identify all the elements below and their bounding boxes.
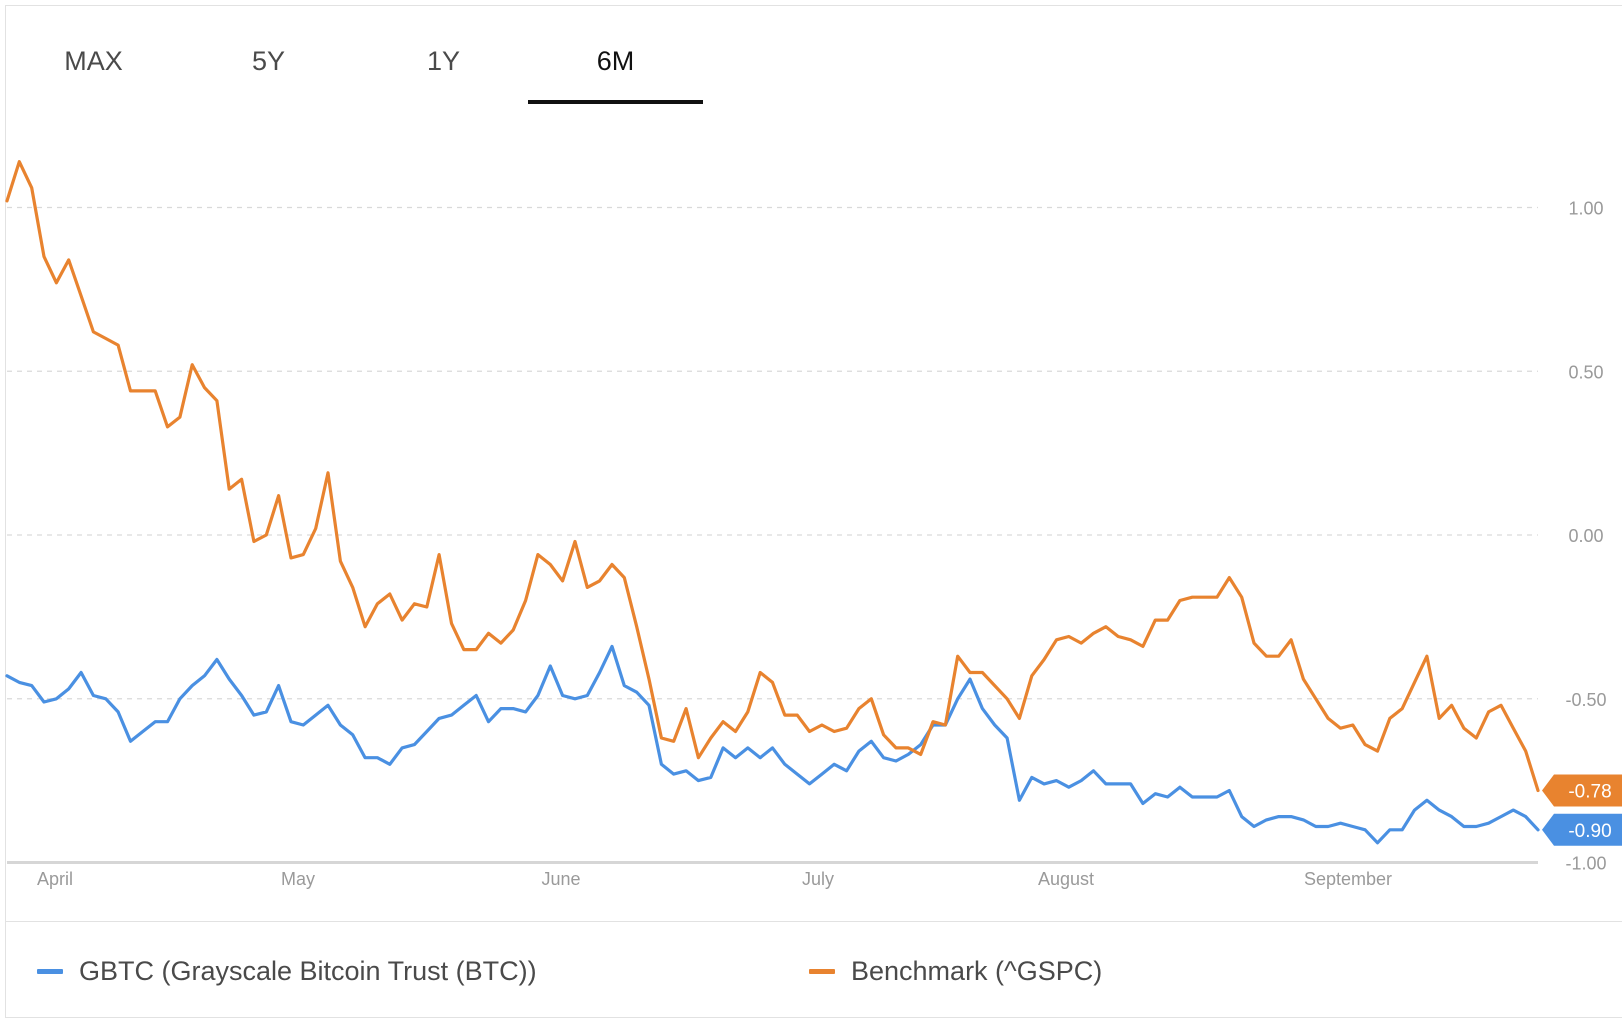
legend-label-gbtc: GBTC (Grayscale Bitcoin Trust (BTC)) — [79, 956, 537, 986]
y-tick-label: 0.50 — [1568, 362, 1603, 382]
legend-label-benchmark: Benchmark (^GSPC) — [851, 956, 1103, 986]
y-tick-label: 0.00 — [1568, 526, 1603, 546]
x-tick-label: April — [37, 869, 73, 889]
x-tick-label: September — [1304, 869, 1392, 889]
x-tick-label: June — [541, 869, 580, 889]
x-tick-label: August — [1038, 869, 1094, 889]
gbtc-end-flag — [1542, 813, 1622, 846]
gbtc-line — [5, 644, 1540, 845]
benchmark-end-flag — [1542, 774, 1622, 807]
y-tick-label: -1.00 — [1565, 854, 1606, 874]
range-tabs: MAX 5Y 1Y 6M — [6, 6, 766, 106]
benchmark-end-value: -0.78 — [1568, 781, 1611, 802]
y-tick-label: -0.50 — [1565, 690, 1606, 710]
gbtc-end-value: -0.90 — [1568, 821, 1611, 842]
benchmark-line — [5, 160, 1540, 793]
tab-6m[interactable]: 6M — [528, 6, 703, 104]
chart-card: MAX 5Y 1Y 6M GBTC (Grayscale Bitcoin Tru… — [5, 5, 1622, 1018]
legend-swatch-benchmark — [809, 969, 835, 974]
tab-1y[interactable]: 1Y — [426, 46, 461, 76]
legend-divider — [6, 921, 1622, 922]
x-tick-label: July — [802, 869, 834, 889]
x-tick-label: May — [281, 869, 315, 889]
legend-swatch-gbtc — [37, 969, 63, 974]
tab-5y[interactable]: 5Y — [251, 46, 286, 76]
y-tick-label: 1.00 — [1568, 199, 1603, 219]
tab-max[interactable]: MAX — [64, 46, 123, 76]
